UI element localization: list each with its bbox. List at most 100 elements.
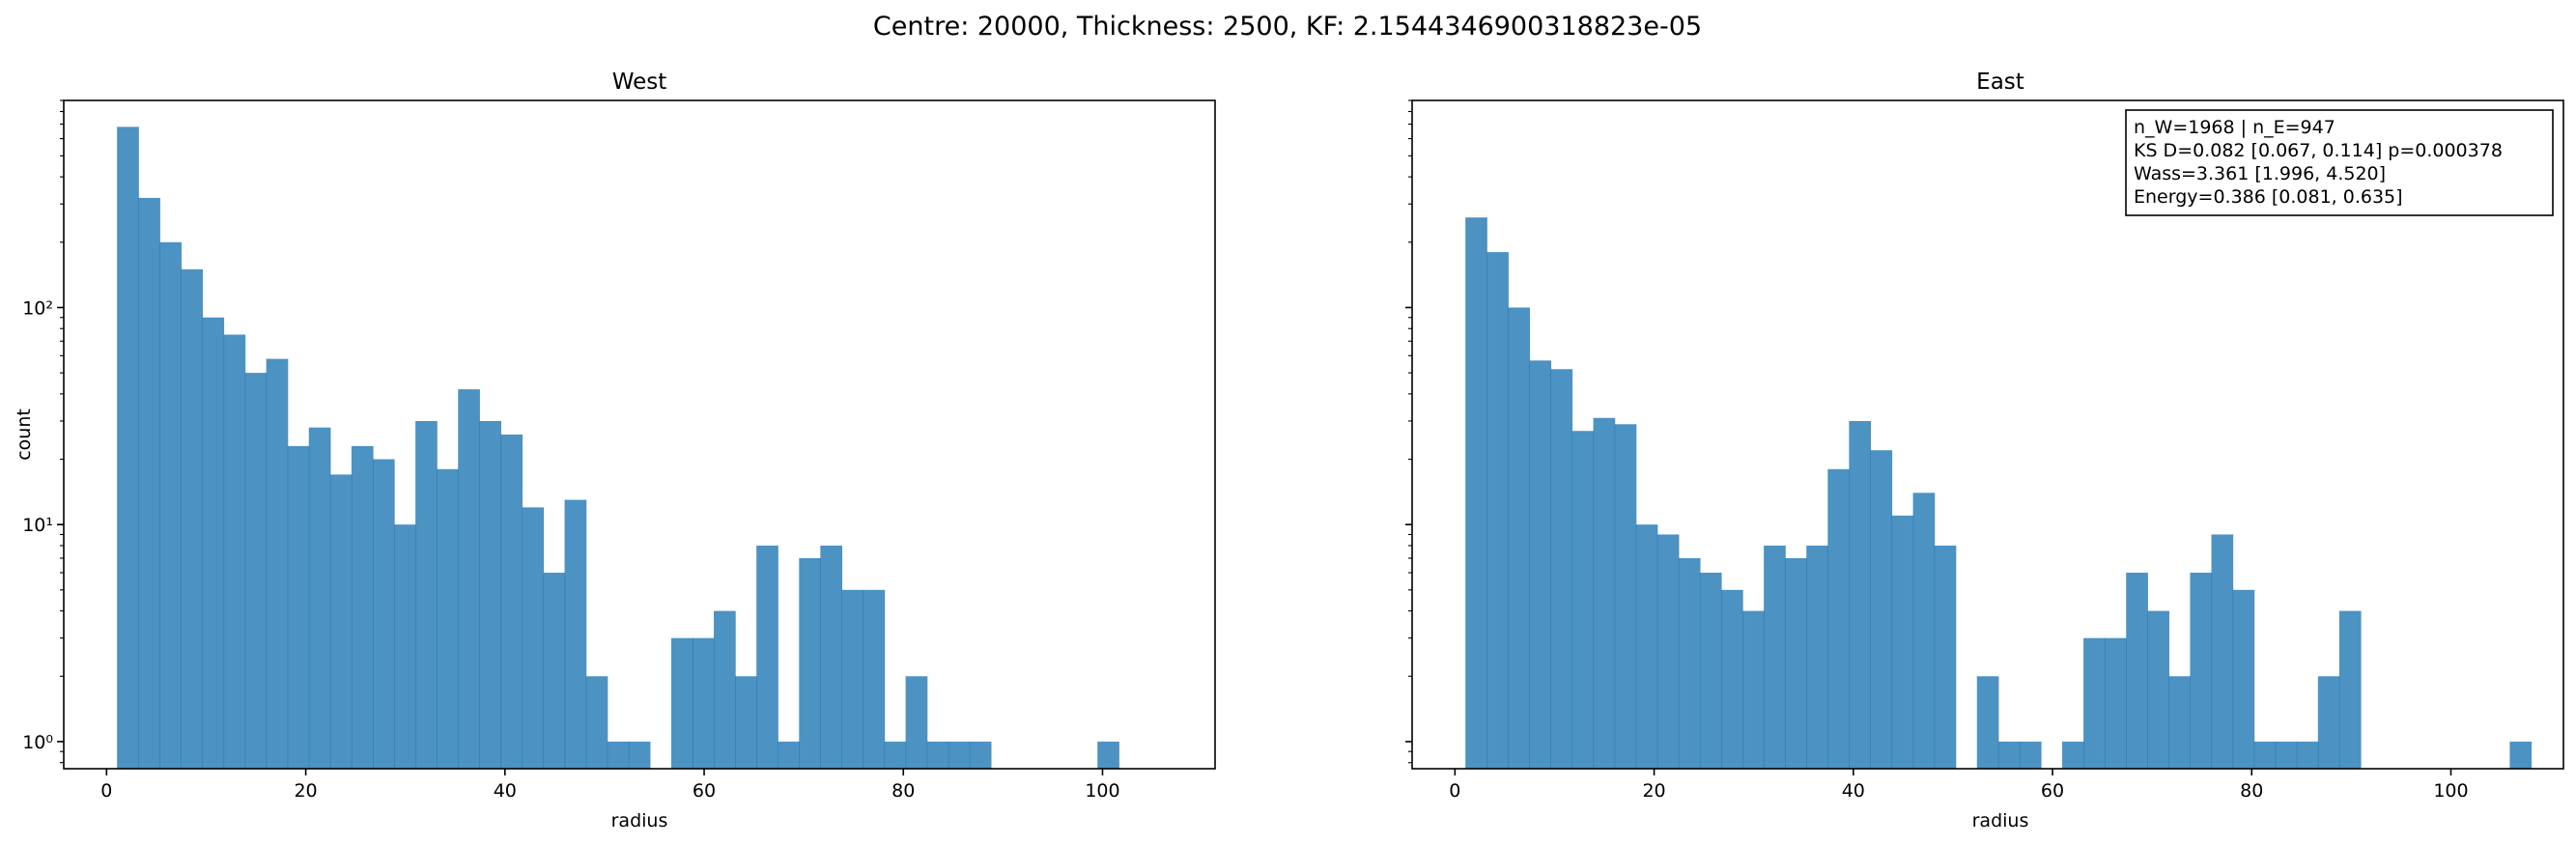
east-bar (1912, 493, 1936, 769)
east-bar (2190, 573, 2213, 769)
west-bar (778, 741, 800, 769)
east-title: East (1976, 70, 2024, 95)
west-bar (458, 389, 480, 769)
x-tick-label: 60 (693, 780, 716, 802)
east-bar (2211, 534, 2234, 769)
x-tick-label: 100 (1085, 780, 1119, 802)
east-stats-box: n_W=1968 | n_E=947 KS D=0.082 [0.067, 0.… (2125, 109, 2554, 216)
y-tick-label: 10² (22, 297, 53, 319)
east-bar (1849, 420, 1872, 769)
west-x-ticks: 0 20 40 60 80 100 (100, 769, 1120, 802)
west-bar (670, 637, 694, 769)
y-tick-label: 10⁰ (22, 732, 53, 753)
east-x-ticks: 0 20 40 60 80 100 (1449, 769, 2469, 802)
west-bar (948, 741, 971, 769)
west-bar (244, 373, 268, 769)
east-bar (1656, 534, 1680, 769)
east-bar (1699, 573, 1722, 769)
figure-title: Centre: 20000, Thickness: 2500, KF: 2.15… (873, 12, 1702, 42)
east-bar (2126, 573, 2148, 769)
east-bar (1785, 558, 1807, 769)
east-bar (2275, 741, 2298, 769)
west-bar (266, 358, 289, 769)
west-bar (159, 241, 182, 770)
east-bar (1742, 610, 1765, 769)
east-bar (1593, 417, 1616, 769)
east-x-axis-label: radius (1972, 810, 2029, 831)
west-bar (308, 427, 331, 769)
west-bar (820, 545, 843, 769)
west-bar (329, 474, 353, 769)
west-y-axis-label: count (14, 408, 35, 461)
x-tick-label: 40 (1842, 780, 1865, 802)
west-bar (735, 676, 757, 769)
east-bars (1465, 217, 2533, 770)
west-bar (351, 445, 374, 769)
east-bar (1976, 676, 1999, 769)
stats-line-energy: Energy=0.386 [0.081, 0.635] (2134, 186, 2403, 208)
east-bar (1720, 589, 1743, 769)
east-bar (1529, 360, 1552, 769)
east-bar (1934, 545, 1957, 769)
east-bar (1571, 431, 1595, 769)
stats-box-frame (2125, 109, 2554, 216)
west-bar (372, 459, 395, 769)
x-tick-label: 20 (294, 780, 317, 802)
west-y-ticks: 10⁰ 10¹ 10² (22, 99, 64, 764)
west-bar (437, 468, 459, 769)
west-bar (969, 741, 992, 769)
east-bar (1678, 558, 1701, 769)
east-bar (1870, 450, 1893, 769)
west-bar (117, 127, 139, 770)
east-bar (2062, 741, 2084, 769)
west-bar (543, 573, 566, 769)
east-panel: 0 20 40 60 80 100 East radius n_W=1968 | n_E=… (1405, 70, 2564, 831)
east-bar (1614, 424, 1637, 769)
x-tick-label: 20 (1642, 780, 1665, 802)
y-tick-label: 10¹ (22, 515, 53, 536)
west-bar (692, 637, 715, 769)
west-bar (223, 334, 246, 769)
x-tick-label: 60 (2041, 780, 2064, 802)
west-bar (926, 741, 949, 769)
west-title: West (612, 70, 667, 95)
west-bar (884, 741, 907, 769)
east-bar (2105, 637, 2127, 769)
x-tick-label: 0 (100, 780, 112, 802)
west-bar (607, 741, 630, 769)
west-bar (799, 558, 821, 769)
west-bar (564, 499, 587, 769)
west-bar (287, 445, 310, 769)
east-bar (1550, 369, 1573, 769)
west-bar (202, 317, 225, 769)
stats-line-counts: n_W=1968 | n_E=947 (2134, 117, 2335, 138)
west-bar (756, 545, 778, 769)
west-bar (905, 676, 928, 769)
east-bar (2083, 637, 2106, 769)
west-bar (714, 610, 736, 769)
east-bar (2509, 741, 2533, 769)
west-x-axis-label: radius (611, 810, 668, 831)
west-bar (863, 589, 886, 769)
east-bar (2168, 676, 2192, 769)
west-axes-frame (63, 99, 1216, 770)
east-bar (2253, 741, 2277, 769)
east-bar (1764, 545, 1786, 769)
east-bar (1635, 524, 1658, 769)
west-bar (479, 420, 501, 769)
east-bar (1806, 545, 1828, 769)
east-bar (1465, 217, 1487, 769)
east-axes-frame (1411, 99, 2564, 770)
west-bar (138, 197, 160, 769)
x-tick-label: 80 (892, 780, 915, 802)
east-bar (1997, 741, 2021, 769)
east-bar (1486, 252, 1509, 770)
west-bar (585, 676, 609, 769)
east-bar (2338, 610, 2362, 769)
stats-line-wass: Wass=3.361 [1.996, 4.520] (2134, 163, 2386, 184)
west-bar (841, 589, 864, 769)
west-bar (500, 434, 524, 769)
stats-line-ks: KS D=0.082 [0.067, 0.114] p=0.000378 (2134, 140, 2503, 161)
east-bar (2019, 741, 2042, 769)
west-bar (181, 268, 204, 769)
